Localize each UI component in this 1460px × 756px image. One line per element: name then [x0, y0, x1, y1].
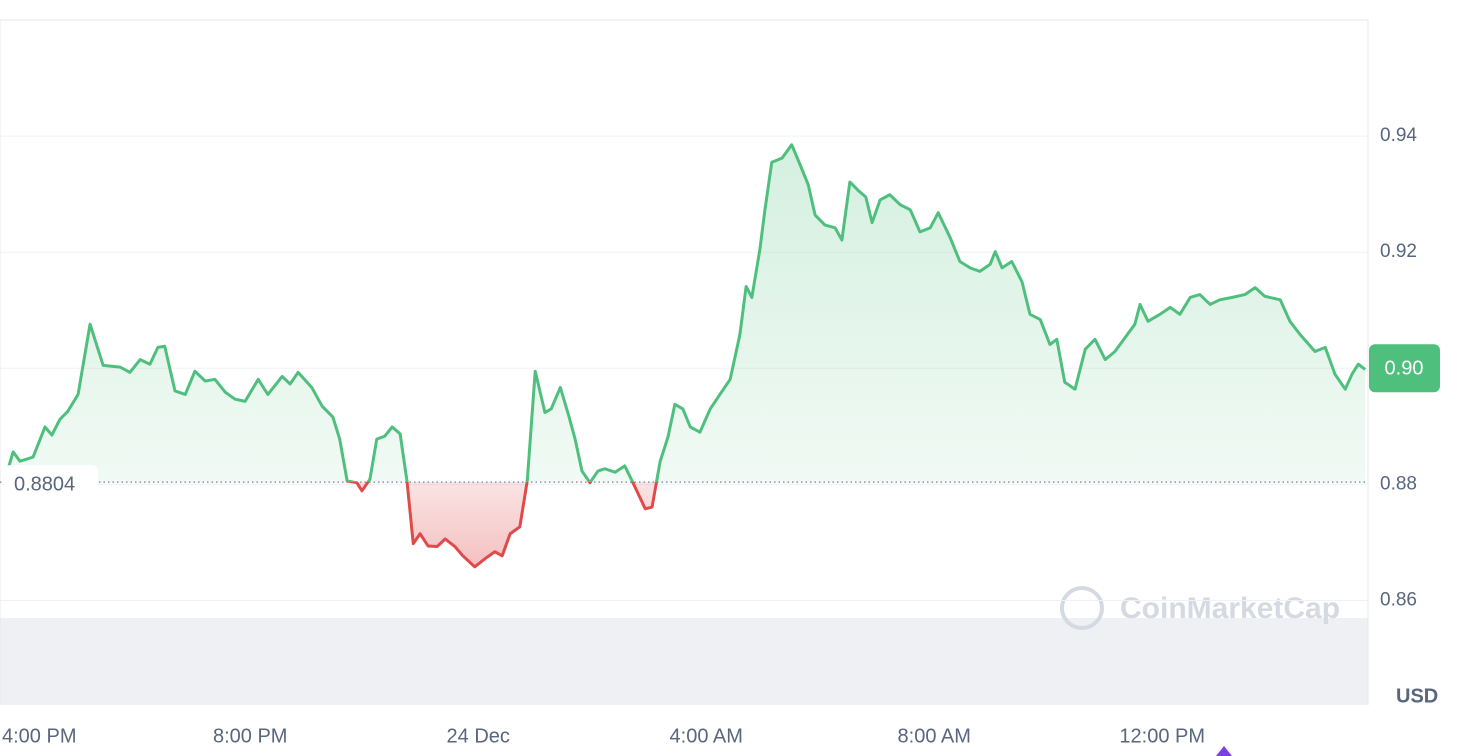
volume-band — [0, 618, 1368, 705]
y-tick-label: 0.86 — [1380, 590, 1417, 611]
baseline-label-bg — [4, 465, 98, 500]
y-tick-label: 0.94 — [1380, 125, 1417, 146]
price-tag-label: 0.90 — [1385, 358, 1424, 380]
x-tick-label: 4:00 PM — [2, 725, 76, 747]
price-area — [5, 144, 1366, 567]
x-tick-label: 12:00 PM — [1119, 725, 1205, 747]
price-tag — [1369, 344, 1440, 393]
watermark: CoinMarketCap — [1120, 592, 1340, 625]
event-marker — [1216, 746, 1232, 756]
x-tick-label: 8:00 PM — [213, 725, 287, 747]
x-tick-label: 8:00 AM — [898, 725, 971, 747]
price-line — [3, 143, 1367, 569]
x-tick-label: 24 Dec — [447, 725, 510, 747]
y-tick-label: 0.88 — [1380, 473, 1417, 494]
y-tick-label: 0.92 — [1380, 241, 1417, 262]
y-axis-label: USD — [1396, 685, 1438, 707]
watermark-logo — [1060, 586, 1104, 630]
x-tick-label: 4:00 AM — [670, 725, 743, 747]
baseline-label: 0.8804 — [14, 473, 75, 495]
